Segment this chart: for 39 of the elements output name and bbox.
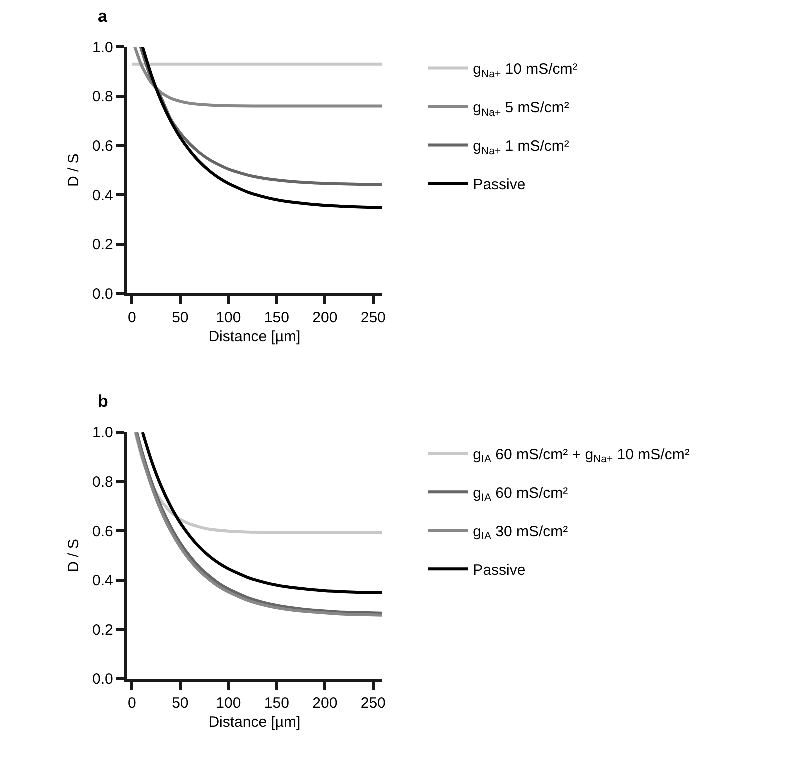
x-tick-label: 50: [172, 310, 189, 327]
x-tick-label: 150: [264, 694, 290, 712]
x-tick-label: 250: [360, 694, 386, 712]
y-axis-title: D / S: [66, 154, 83, 188]
legend-label: g$_{Na+}$ 5 mS/cm²: [473, 100, 570, 119]
legend-label: Passive: [473, 562, 526, 579]
y-tick-label: 0.2: [92, 236, 114, 254]
x-tick-label: 200: [312, 694, 338, 712]
x-axis-title: Distance [µm]: [208, 328, 301, 346]
y-tick-label: 0.0: [92, 671, 114, 688]
y-tick-label: 0.8: [92, 474, 114, 492]
x-tick-label: 100: [216, 310, 242, 327]
x-tick-label: 200: [312, 310, 338, 327]
legend-label: Passive: [473, 176, 526, 194]
y-tick-label: 1.0: [92, 424, 114, 442]
x-tick-label: 50: [172, 694, 189, 712]
legend-label: g$_{Na+}$ 1 mS/cm²: [473, 138, 570, 158]
y-tick-label: 1.0: [92, 39, 114, 56]
x-tick-label: 250: [360, 310, 386, 327]
y-tick-label: 0.6: [92, 523, 114, 540]
legend-label: g$_{IA}$ 60 mS/cm²: [473, 484, 568, 504]
chart-title: a: [98, 7, 108, 26]
y-tick-label: 0.4: [92, 187, 114, 204]
x-tick-label: 150: [264, 310, 290, 327]
x-tick-label: 0: [128, 694, 136, 712]
y-tick-label: 0.6: [92, 138, 114, 155]
legend-label: g$_{IA}$ 30 mS/cm²: [473, 523, 568, 543]
y-tick-label: 0.0: [92, 286, 114, 303]
x-axis-title: Distance [µm]: [208, 714, 301, 731]
y-tick-label: 0.4: [92, 572, 114, 590]
legend-label: g$_{IA}$ 60 mS/cm² + g$_{Na+}$ 10 mS/cm²: [473, 446, 690, 466]
y-tick-label: 0.2: [92, 622, 114, 639]
line-series: [134, 47, 382, 108]
chart-title: b: [98, 392, 108, 411]
x-tick-label: 100: [216, 694, 242, 712]
x-tick-label: 0: [128, 310, 136, 327]
y-axis-title: D / S: [66, 539, 83, 572]
legend-label: g$_{Na+}$ 10 mS/cm²: [473, 61, 578, 80]
y-tick-label: 0.8: [92, 88, 114, 106]
